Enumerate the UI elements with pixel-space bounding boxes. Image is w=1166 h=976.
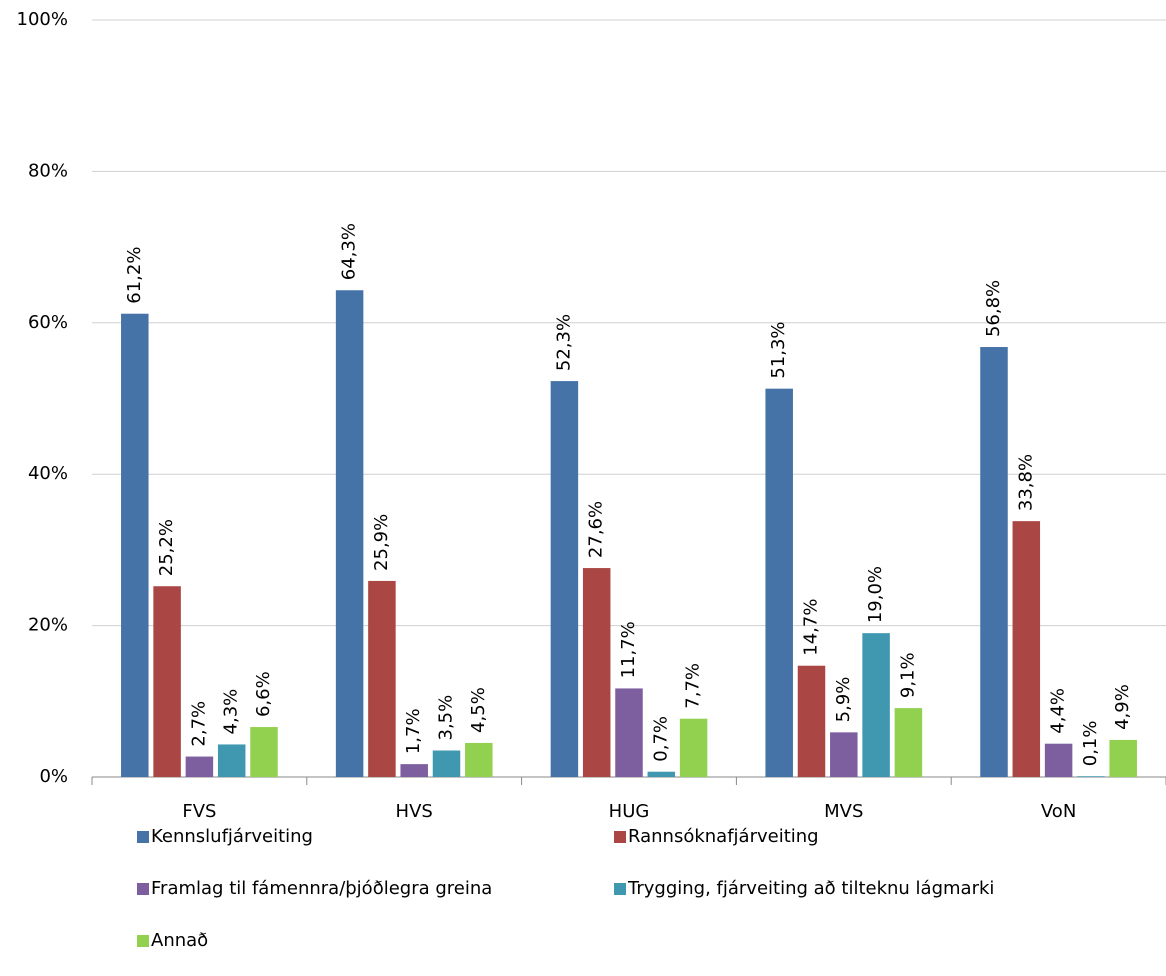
legend-label: Annað: [151, 930, 208, 951]
value-label: 61,2%: [124, 247, 145, 304]
bar: [217, 744, 246, 777]
legend-label: Trygging, fjárveiting að tilteknu lágmar…: [627, 878, 994, 899]
bar: [679, 718, 708, 777]
bar: [1077, 776, 1105, 777]
x-tick-label: VoN: [1041, 801, 1076, 822]
bar: [894, 708, 923, 777]
legend-label: Framlag til fámennra/þjóðlegra greina: [151, 878, 492, 899]
value-label: 11,7%: [618, 621, 639, 678]
value-label: 56,8%: [983, 280, 1004, 337]
value-label: 6,6%: [253, 671, 274, 717]
bar: [980, 347, 1008, 777]
bar: [1109, 739, 1137, 777]
value-label: 4,5%: [468, 687, 489, 733]
bar: [830, 732, 858, 777]
value-label: 4,9%: [1112, 684, 1133, 730]
value-label: 2,7%: [188, 701, 209, 747]
y-tick-label: 20%: [28, 615, 68, 636]
value-label: 3,5%: [436, 695, 457, 741]
legend-label: Kennslufjárveiting: [151, 826, 313, 847]
y-tick-label: 100%: [17, 9, 68, 30]
value-label: 7,7%: [683, 663, 704, 709]
value-label: 5,9%: [833, 677, 854, 723]
value-label: 27,6%: [586, 501, 607, 558]
legend-marker: [137, 883, 149, 895]
x-tick-label: HVS: [396, 801, 433, 822]
legend-marker: [137, 935, 149, 947]
bar: [765, 388, 793, 777]
y-tick-label: 60%: [28, 312, 68, 333]
value-label: 4,4%: [1048, 688, 1069, 734]
bar: [465, 742, 493, 777]
x-tick-label: FVS: [182, 801, 216, 822]
y-tick-label: 80%: [28, 160, 68, 181]
legend-marker: [614, 883, 626, 895]
value-label: 0,7%: [650, 716, 671, 762]
bar: [250, 727, 278, 777]
value-label: 33,8%: [1015, 454, 1036, 511]
legend-marker: [137, 831, 149, 843]
bar: [1044, 743, 1073, 777]
bar: [400, 764, 428, 777]
value-label: 4,3%: [221, 689, 242, 735]
bar: [582, 568, 611, 777]
y-tick-label: 0%: [39, 766, 68, 787]
bar: [368, 580, 396, 777]
bar: [335, 290, 364, 777]
bar: [797, 665, 826, 777]
value-label: 25,9%: [371, 514, 392, 571]
value-label: 0,1%: [1080, 721, 1101, 767]
bar: [185, 756, 214, 777]
bar: [550, 381, 579, 777]
value-label: 51,3%: [768, 321, 789, 378]
bar: [862, 633, 890, 777]
value-label: 25,2%: [156, 519, 177, 576]
value-label: 14,7%: [801, 599, 822, 656]
bar: [153, 586, 181, 777]
bar: [615, 688, 643, 777]
bar: [1012, 521, 1041, 777]
value-label: 1,7%: [403, 708, 424, 754]
value-label: 9,1%: [897, 652, 918, 698]
x-tick-label: MVS: [824, 801, 863, 822]
legend-label: Rannsóknafjárveiting: [628, 826, 819, 847]
y-tick-label: 40%: [28, 463, 68, 484]
bar: [432, 750, 461, 777]
bar: [121, 313, 149, 777]
value-label: 64,3%: [339, 223, 360, 280]
bar: [647, 771, 676, 777]
legend-marker: [614, 831, 626, 843]
value-label: 52,3%: [553, 314, 574, 371]
value-label: 19,0%: [865, 566, 886, 623]
x-tick-label: HUG: [609, 801, 650, 822]
